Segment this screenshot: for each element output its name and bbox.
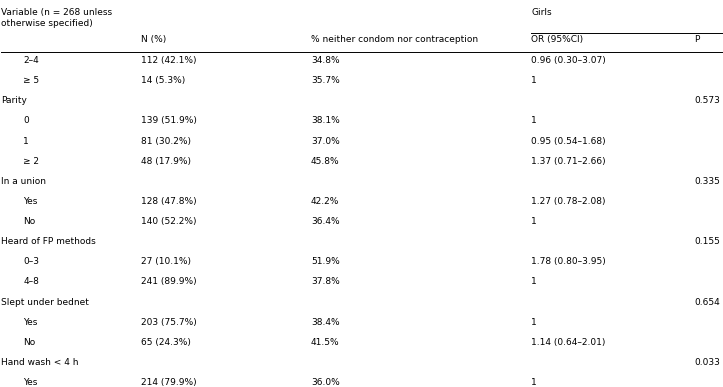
Text: 48 (17.9%): 48 (17.9%) bbox=[141, 157, 191, 166]
Text: 0: 0 bbox=[23, 116, 29, 125]
Text: No: No bbox=[23, 217, 35, 226]
Text: 45.8%: 45.8% bbox=[311, 157, 340, 166]
Text: 1: 1 bbox=[531, 318, 537, 327]
Text: 0.95 (0.54–1.68): 0.95 (0.54–1.68) bbox=[531, 137, 606, 146]
Text: Variable (n = 268 unless
otherwise specified): Variable (n = 268 unless otherwise speci… bbox=[1, 8, 113, 28]
Text: 0.033: 0.033 bbox=[694, 358, 720, 367]
Text: 1: 1 bbox=[531, 277, 537, 286]
Text: ≥ 5: ≥ 5 bbox=[23, 76, 39, 85]
Text: 1.27 (0.78–2.08): 1.27 (0.78–2.08) bbox=[531, 197, 606, 206]
Text: 1: 1 bbox=[531, 378, 537, 387]
Text: 37.8%: 37.8% bbox=[311, 277, 340, 286]
Text: 139 (51.9%): 139 (51.9%) bbox=[141, 116, 197, 125]
Text: 241 (89.9%): 241 (89.9%) bbox=[141, 277, 197, 286]
Text: 112 (42.1%): 112 (42.1%) bbox=[141, 56, 197, 65]
Text: 42.2%: 42.2% bbox=[311, 197, 339, 206]
Text: 34.8%: 34.8% bbox=[311, 56, 340, 65]
Text: 0.335: 0.335 bbox=[694, 177, 720, 186]
Text: 0.654: 0.654 bbox=[694, 298, 720, 307]
Text: 14 (5.3%): 14 (5.3%) bbox=[141, 76, 185, 85]
Text: 51.9%: 51.9% bbox=[311, 257, 340, 266]
Text: Girls: Girls bbox=[531, 8, 552, 17]
Text: 1.37 (0.71–2.66): 1.37 (0.71–2.66) bbox=[531, 157, 606, 166]
Text: No: No bbox=[23, 338, 35, 347]
Text: In a union: In a union bbox=[1, 177, 46, 186]
Text: Parity: Parity bbox=[1, 96, 27, 105]
Text: Heard of FP methods: Heard of FP methods bbox=[1, 237, 96, 246]
Text: 4–8: 4–8 bbox=[23, 277, 39, 286]
Text: 0.573: 0.573 bbox=[694, 96, 720, 105]
Text: 38.1%: 38.1% bbox=[311, 116, 340, 125]
Text: 38.4%: 38.4% bbox=[311, 318, 340, 327]
Text: P: P bbox=[694, 35, 699, 44]
Text: 1.78 (0.80–3.95): 1.78 (0.80–3.95) bbox=[531, 257, 606, 266]
Text: Yes: Yes bbox=[23, 378, 38, 387]
Text: OR (95%CI): OR (95%CI) bbox=[531, 35, 583, 44]
Text: ≥ 2: ≥ 2 bbox=[23, 157, 39, 166]
Text: 81 (30.2%): 81 (30.2%) bbox=[141, 137, 191, 146]
Text: 140 (52.2%): 140 (52.2%) bbox=[141, 217, 197, 226]
Text: % neither condom nor contraception: % neither condom nor contraception bbox=[311, 35, 478, 44]
Text: 1: 1 bbox=[531, 217, 537, 226]
Text: Yes: Yes bbox=[23, 197, 38, 206]
Text: 214 (79.9%): 214 (79.9%) bbox=[141, 378, 197, 387]
Text: 0.155: 0.155 bbox=[694, 237, 720, 246]
Text: 35.7%: 35.7% bbox=[311, 76, 340, 85]
Text: 37.0%: 37.0% bbox=[311, 137, 340, 146]
Text: N (%): N (%) bbox=[141, 35, 166, 44]
Text: 41.5%: 41.5% bbox=[311, 338, 340, 347]
Text: 1: 1 bbox=[23, 137, 29, 146]
Text: 36.4%: 36.4% bbox=[311, 217, 340, 226]
Text: 203 (75.7%): 203 (75.7%) bbox=[141, 318, 197, 327]
Text: 0.96 (0.30–3.07): 0.96 (0.30–3.07) bbox=[531, 56, 606, 65]
Text: 1: 1 bbox=[531, 116, 537, 125]
Text: 65 (24.3%): 65 (24.3%) bbox=[141, 338, 191, 347]
Text: 2–4: 2–4 bbox=[23, 56, 39, 65]
Text: 36.0%: 36.0% bbox=[311, 378, 340, 387]
Text: 27 (10.1%): 27 (10.1%) bbox=[141, 257, 191, 266]
Text: 0–3: 0–3 bbox=[23, 257, 39, 266]
Text: Slept under bednet: Slept under bednet bbox=[1, 298, 90, 307]
Text: Hand wash < 4 h: Hand wash < 4 h bbox=[1, 358, 79, 367]
Text: Yes: Yes bbox=[23, 318, 38, 327]
Text: 1: 1 bbox=[531, 76, 537, 85]
Text: 128 (47.8%): 128 (47.8%) bbox=[141, 197, 197, 206]
Text: 1.14 (0.64–2.01): 1.14 (0.64–2.01) bbox=[531, 338, 606, 347]
